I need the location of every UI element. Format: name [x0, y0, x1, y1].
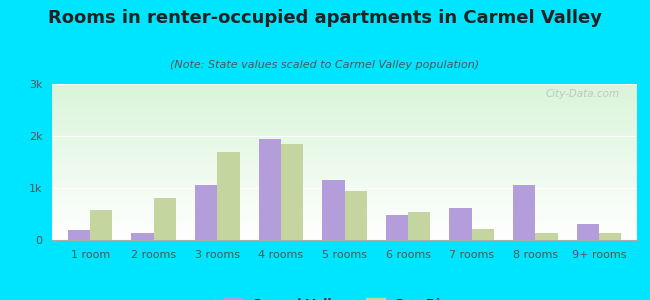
Bar — [259, 139, 281, 240]
Bar — [90, 210, 112, 240]
Bar — [408, 212, 430, 240]
Bar — [599, 233, 621, 240]
Bar — [322, 180, 344, 240]
Text: Rooms in renter-occupied apartments in Carmel Valley: Rooms in renter-occupied apartments in C… — [48, 9, 602, 27]
Bar — [535, 233, 558, 240]
Bar — [131, 233, 154, 240]
Bar — [449, 208, 472, 240]
Bar — [344, 190, 367, 240]
Bar — [577, 224, 599, 240]
Legend: Carmel Valley, San Diego: Carmel Valley, San Diego — [218, 293, 471, 300]
Text: (Note: State values scaled to Carmel Valley population): (Note: State values scaled to Carmel Val… — [170, 60, 480, 70]
Text: City-Data.com: City-Data.com — [545, 89, 619, 99]
Bar — [281, 144, 303, 240]
Bar — [154, 198, 176, 240]
Bar — [217, 152, 240, 240]
Bar — [472, 229, 494, 240]
Bar — [513, 185, 535, 240]
Bar — [386, 214, 408, 240]
Bar — [195, 185, 217, 240]
Bar — [68, 230, 90, 240]
